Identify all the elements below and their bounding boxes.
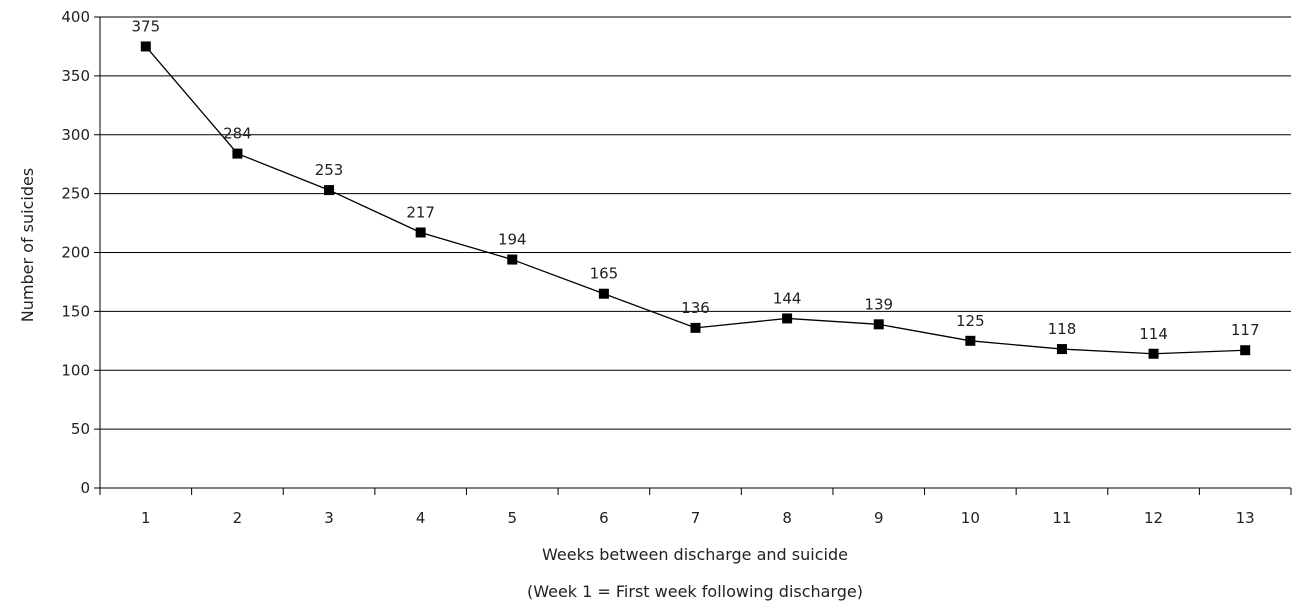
y-tick-label: 250 [61,185,90,203]
y-tick-label: 50 [71,420,90,438]
x-tick-label: 6 [599,509,609,527]
data-point [782,313,793,324]
gridlines [100,16,1291,430]
data-point [598,288,609,299]
data-label: 125 [956,312,985,330]
x-tick-label: 11 [1052,509,1071,527]
x-tick-label: 4 [416,509,426,527]
data-label: 118 [1048,320,1077,338]
x-tick-label: 8 [782,509,792,527]
data-label: 165 [590,265,619,283]
x-ticks: 1 2 3 4 5 6 7 8 9 10 11 12 13 [99,488,1292,527]
y-tick-label: 300 [61,126,90,144]
data-label: 217 [406,203,435,221]
data-point [507,254,518,265]
data-point [324,185,335,196]
x-tick-label: 13 [1236,509,1255,527]
x-tick-label: 10 [961,509,980,527]
y-axis-title: Number of suicides [18,168,37,322]
x-axis-title: Weeks between discharge and suicide [542,545,848,564]
data-labels: 375 284 253 217 194 165 136 144 139 125 118 114 117 [131,17,1259,342]
data-label: 253 [315,161,344,179]
data-point [140,41,151,52]
x-axis-note: (Week 1 = First week following discharge… [527,582,863,601]
data-point [690,322,701,333]
data-point [232,148,243,159]
data-point [1148,348,1159,359]
x-tick-label: 1 [141,509,151,527]
series-suicides [140,41,1251,359]
data-label: 194 [498,231,527,249]
x-tick-label: 7 [691,509,701,527]
data-point [1056,344,1067,355]
x-tick-label: 9 [874,509,884,527]
data-label: 114 [1139,325,1168,343]
x-tick-label: 5 [507,509,517,527]
data-label: 117 [1231,321,1260,339]
data-point [965,335,976,346]
y-tick-label: 150 [61,302,90,320]
data-label: 136 [681,299,710,317]
data-label: 375 [131,17,160,35]
x-tick-label: 12 [1144,509,1163,527]
y-tick-label: 0 [80,479,90,497]
data-label: 284 [223,125,252,143]
y-tick-label: 350 [61,67,90,85]
x-tick-label: 2 [233,509,243,527]
y-tick-label: 100 [61,361,90,379]
data-label: 139 [864,295,893,313]
data-label: 144 [773,289,802,307]
y-ticks: 0 50 100 150 200 250 300 350 400 [61,8,100,497]
data-point [1240,345,1251,356]
y-tick-label: 400 [61,8,90,26]
y-tick-label: 200 [61,244,90,262]
x-tick-label: 3 [324,509,334,527]
data-point [873,319,884,330]
data-point [415,227,426,238]
